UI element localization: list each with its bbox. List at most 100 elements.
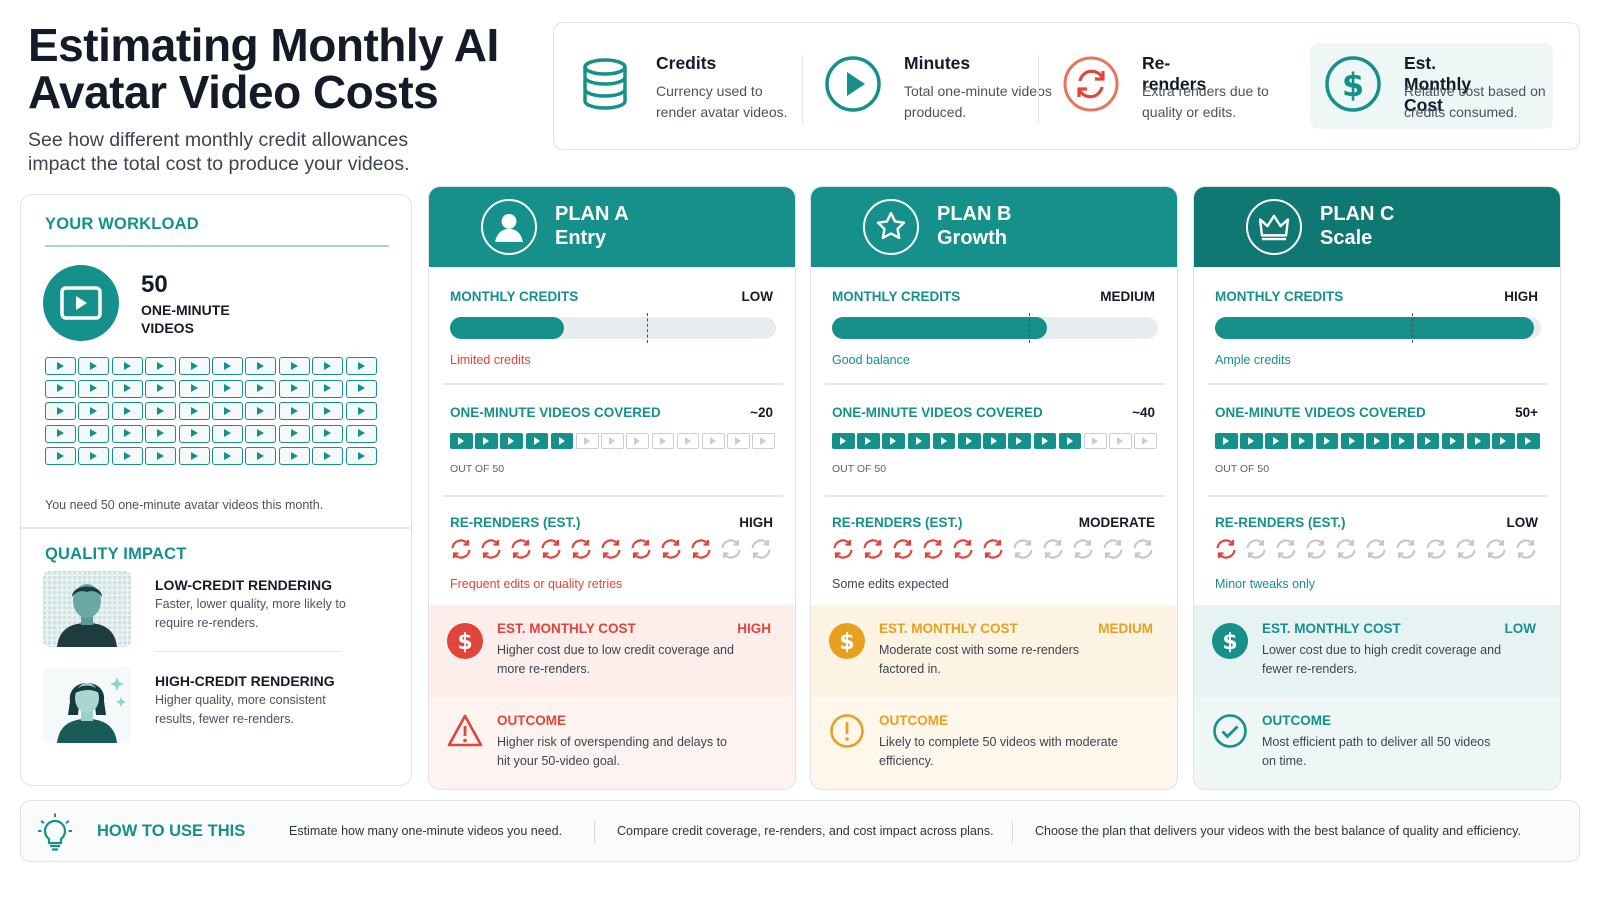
workload-need-text: You need 50 one-minute avatar videos thi…: [45, 498, 324, 512]
video-cell-icon: [245, 357, 277, 375]
video-cell-icon: [78, 447, 110, 466]
credits-label: MONTHLY CREDITS: [1215, 289, 1344, 304]
quality-item-desc: Higher quality, more consistent results,…: [155, 693, 326, 726]
video-slot-icon: [1008, 433, 1031, 449]
video-cell-icon: [245, 402, 277, 421]
video-cell-icon: [45, 447, 76, 466]
video-cell-icon: [312, 424, 344, 443]
credits-bar: [1215, 313, 1541, 343]
workload-panel: YOUR WORKLOAD 50 ONE-MINUTE VIDEOS You n…: [20, 194, 412, 786]
video-cell-icon: [178, 424, 210, 443]
rerender-icon: [451, 539, 471, 559]
video-cell-icon: [111, 357, 143, 375]
video-slot-icon: [1033, 433, 1057, 449]
legend-desc: Extra renders due to quality or edits.: [1142, 83, 1269, 120]
video-cell-icon: [78, 402, 110, 421]
dollar-circle-icon: $: [1325, 56, 1381, 112]
cost-box: $ EST. MONTHLY COST HIGH Higher cost due to…: [429, 605, 795, 697]
cost-label: EST. MONTHLY COST: [1262, 621, 1401, 636]
video-cell-icon: [212, 402, 243, 421]
video-slot-icon: [983, 433, 1006, 449]
dollar-circle-icon: $: [447, 623, 483, 659]
rerender-icon: [1486, 539, 1506, 559]
rerender-icon: [1013, 539, 1033, 559]
svg-text:$: $: [1342, 66, 1364, 104]
video-slot-icon: [1517, 433, 1540, 449]
video-slot-icon: [601, 433, 624, 449]
cost-level: LOW: [1504, 621, 1537, 636]
rerender-icon: [863, 539, 883, 559]
video-slot-icon: [576, 433, 599, 449]
legend-panel: Credits Currency used to render avatar v…: [553, 22, 1580, 150]
video-slot-icon: [550, 433, 574, 449]
video-cell-icon: [78, 424, 110, 443]
plan-name: PLAN A: [555, 203, 629, 225]
video-slot-icon: [958, 433, 981, 449]
video-slot-icon: [450, 433, 473, 449]
video-cell-icon: [178, 447, 210, 466]
legend-title: Est. Monthly Cost: [1404, 53, 1472, 115]
coin-stack-icon: [583, 58, 627, 110]
video-cell-icon: [245, 424, 277, 443]
video-slot-icon: [1315, 433, 1339, 449]
video-slot-icon: [525, 433, 549, 449]
rerender-icon: [923, 539, 943, 559]
warning-icon: [447, 714, 483, 747]
video-cell-icon: [111, 402, 143, 421]
rerenders-label: RE-RENDERS (EST.): [1215, 515, 1346, 530]
rerender-icon: [1366, 539, 1386, 559]
plan-card-c: PLAN C Scale MONTHLY CREDITS HIGH Ample cred…: [1193, 186, 1561, 790]
rerender-icon: [1073, 539, 1093, 559]
plan-header: PLAN C Scale: [1194, 187, 1560, 267]
credits-target-marker: [1412, 313, 1413, 343]
credits-note: Ample credits: [1215, 353, 1291, 367]
legend-desc: Currency used to render avatar videos.: [656, 83, 788, 120]
rerender-icon: [983, 539, 1003, 559]
rerender-icon: [1306, 539, 1326, 559]
rerender-icon: [511, 539, 531, 559]
video-slot-icon: [1240, 433, 1263, 449]
video-cell-icon: [245, 447, 277, 466]
credits-level: MEDIUM: [1100, 289, 1155, 304]
video-cell-icon: [345, 357, 377, 375]
plan-card-b: PLAN B Growth MONTHLY CREDITS MEDIUM Good ba…: [810, 186, 1178, 790]
outcome-label: OUTCOME: [497, 713, 566, 728]
rerender-icon: [1426, 539, 1446, 559]
video-slot-icon: [1134, 433, 1157, 449]
outcome-desc: Likely to complete 50 videos with modera…: [879, 735, 1119, 768]
rerender-icon: [1396, 539, 1416, 559]
video-slot-icon: [832, 433, 855, 449]
video-slot-icon: [702, 433, 725, 449]
video-slot-icon: [752, 433, 775, 449]
video-slot-icon: [1492, 433, 1515, 449]
video-cell-icon: [111, 424, 143, 443]
how-to-step: Choose the plan that delivers your video…: [1035, 824, 1521, 838]
cost-label: EST. MONTHLY COST: [497, 621, 636, 636]
credits-note: Limited credits: [450, 353, 531, 367]
video-cell-icon: [278, 447, 310, 466]
plan-tier: Scale: [1320, 227, 1373, 249]
cost-desc: Moderate cost with some re-renders facto…: [879, 643, 1080, 676]
video-slot-icon: [676, 433, 700, 449]
videos-covered-strip: [450, 433, 780, 451]
video-slot-icon: [1109, 433, 1132, 449]
cost-desc: Higher cost due to low credit coverage a…: [497, 643, 734, 676]
video-cell-icon: [145, 357, 177, 375]
rerenders-strip: [449, 537, 779, 563]
video-slot-icon: [651, 433, 675, 449]
video-cell-icon: [278, 379, 310, 398]
rerender-icon: [1456, 539, 1476, 559]
quality-impact-title: QUALITY IMPACT: [45, 545, 187, 563]
cost-desc: Lower cost due to high credit coverage a…: [1262, 643, 1502, 676]
video-slot-icon: [727, 433, 750, 449]
video-cell-icon: [278, 402, 310, 421]
check-circle-icon: [1213, 714, 1247, 748]
rerender-icon: [631, 539, 651, 559]
video-cell-icon: [212, 357, 243, 375]
legend-desc: Total one-minute videos produced.: [904, 83, 1052, 120]
video-cell-icon: [312, 447, 344, 466]
video-slot-icon: [882, 433, 905, 449]
videos-covered-strip: [832, 433, 1162, 451]
video-cell-icon: [345, 402, 377, 421]
video-cell-icon: [245, 379, 277, 398]
